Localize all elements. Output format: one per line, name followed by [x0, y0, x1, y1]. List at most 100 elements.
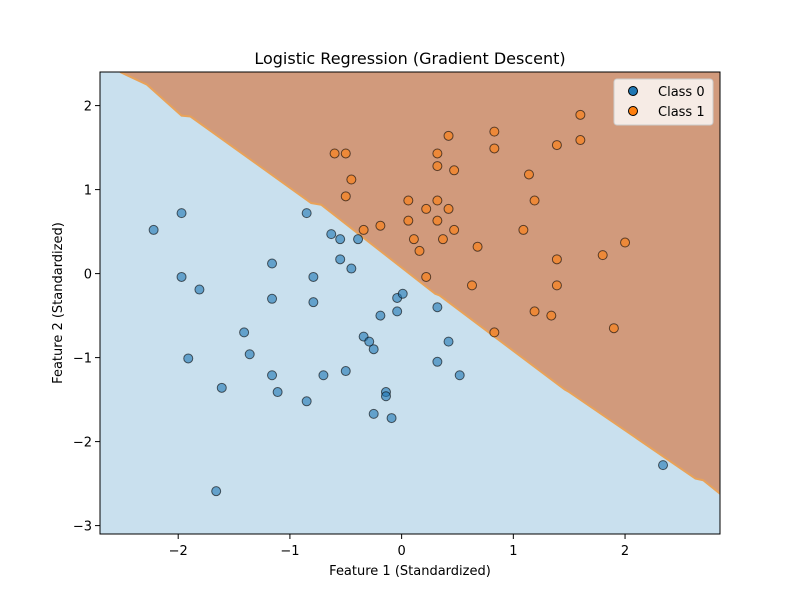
class-1-region — [120, 72, 720, 494]
class-1-point — [529, 195, 540, 206]
class-1-point — [529, 306, 540, 317]
x-tick-label: 2 — [621, 544, 629, 559]
y-tick-label: 0 — [84, 268, 92, 283]
class-0-point — [239, 327, 250, 338]
class-0-point — [267, 370, 278, 381]
class-1-point — [597, 250, 608, 261]
y-tick-label: −1 — [73, 352, 92, 367]
class-1-point — [421, 203, 432, 214]
x-tick-label: 1 — [509, 544, 517, 559]
class-0-point — [432, 302, 443, 313]
class-0-point — [194, 284, 205, 295]
class-0-point — [272, 387, 283, 398]
class-0-point — [308, 297, 319, 308]
class-1-point — [489, 126, 500, 137]
class-1-point — [421, 271, 432, 282]
class-0-point — [386, 413, 397, 424]
class-1-point — [437, 234, 448, 245]
x-axis: −2 −1 0 1 2 — [169, 534, 629, 559]
y-axis: −3 −2 −1 0 1 2 — [73, 100, 100, 535]
class-1-point — [449, 165, 460, 176]
class-0-point — [267, 293, 278, 304]
class-0-point — [176, 208, 187, 219]
class-1-point — [472, 241, 483, 252]
class-0-point — [301, 208, 312, 219]
class-1-point — [575, 109, 586, 120]
y-tick-label: −2 — [73, 436, 92, 451]
legend-label-class-0: Class 0 — [658, 85, 705, 100]
class-0-point — [183, 353, 194, 364]
data-points — [148, 109, 669, 497]
class-1-point — [432, 148, 443, 159]
legend-label-class-1: Class 1 — [658, 105, 705, 120]
class-1-point — [523, 169, 534, 180]
legend-box — [613, 78, 714, 126]
class-1-point — [329, 148, 340, 159]
class-0-point — [318, 370, 329, 381]
class-0-point — [432, 356, 443, 367]
class-1-point — [443, 130, 454, 141]
y-axis-label: Feature 2 (Standardized) — [51, 222, 66, 384]
class-1-point — [346, 174, 357, 185]
class-0-point — [267, 258, 278, 269]
class-1-point — [432, 161, 443, 172]
class-1-point — [489, 327, 500, 338]
class-1-point — [546, 310, 557, 321]
y-tick-label: 1 — [84, 184, 92, 199]
class-1-point — [620, 237, 631, 248]
class-1-point — [551, 254, 562, 265]
class-1-point — [432, 195, 443, 206]
class-0-point — [301, 396, 312, 407]
class-0-point — [244, 349, 255, 360]
class-0-point — [368, 344, 379, 355]
class-0-point — [397, 288, 408, 299]
class-1-point — [449, 224, 460, 235]
x-tick-label: 0 — [397, 544, 405, 559]
legend: Class 0 Class 1 — [613, 78, 714, 126]
y-tick-label: −3 — [73, 520, 92, 535]
class-1-point — [414, 245, 425, 256]
y-tick-label: 2 — [84, 100, 92, 115]
class-0-point — [375, 310, 386, 321]
class-0-point — [326, 229, 337, 240]
decision-boundary — [119, 72, 720, 495]
class-1-point — [467, 280, 477, 291]
class-0-point — [454, 370, 465, 381]
class-1-point — [408, 234, 419, 245]
class-0-point — [211, 486, 222, 497]
class-1-point — [608, 323, 619, 334]
class-0-point — [364, 336, 375, 347]
class-1-point — [551, 280, 562, 291]
class-1-point — [575, 135, 586, 146]
class-0-point — [346, 263, 357, 274]
plot-frame — [99, 71, 721, 535]
class-1-point — [489, 143, 500, 154]
class-1-point — [358, 224, 369, 235]
class-1-point — [375, 220, 386, 231]
class-1-point — [340, 191, 351, 202]
x-axis-label: Feature 1 (Standardized) — [329, 564, 491, 579]
class-1-point — [518, 224, 529, 235]
class-1-point — [443, 203, 454, 214]
chart-title: Logistic Regression (Gradient Descent) — [254, 49, 565, 68]
class-0-point — [335, 234, 346, 245]
class-0-point — [443, 336, 454, 347]
class-0-point — [392, 306, 403, 317]
class-0-point — [353, 234, 364, 245]
plot-area — [100, 72, 720, 534]
class-1-point — [403, 215, 414, 226]
class-0-point — [335, 254, 346, 265]
class-0-point — [658, 460, 669, 471]
legend-marker-class-1 — [628, 106, 638, 116]
class-1-point — [403, 195, 414, 206]
class-0-point — [176, 271, 187, 282]
class-0-point — [368, 408, 379, 419]
x-tick-label: −2 — [169, 544, 188, 559]
legend-marker-class-0 — [628, 86, 638, 96]
class-0-point — [380, 391, 391, 402]
class-0-point — [308, 271, 319, 282]
class-1-point — [432, 215, 443, 226]
x-tick-label: −1 — [280, 544, 299, 559]
class-0-point — [216, 382, 227, 393]
